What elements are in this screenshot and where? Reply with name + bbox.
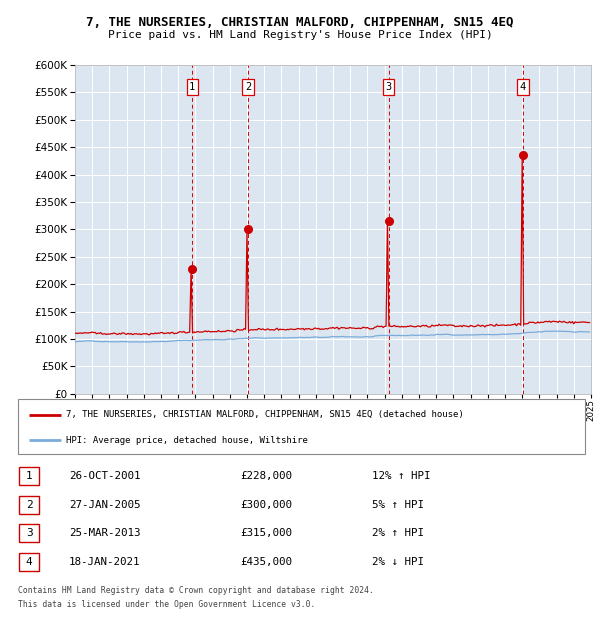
Text: Contains HM Land Registry data © Crown copyright and database right 2024.: Contains HM Land Registry data © Crown c… (18, 586, 374, 595)
FancyBboxPatch shape (19, 525, 39, 542)
Text: 1: 1 (26, 471, 32, 481)
Text: 1: 1 (189, 82, 196, 92)
Text: 4: 4 (26, 557, 32, 567)
Text: 12% ↑ HPI: 12% ↑ HPI (372, 471, 431, 481)
Text: 2% ↓ HPI: 2% ↓ HPI (372, 557, 424, 567)
Text: 5% ↑ HPI: 5% ↑ HPI (372, 500, 424, 510)
Text: 3: 3 (385, 82, 392, 92)
FancyBboxPatch shape (19, 496, 39, 513)
Text: £315,000: £315,000 (240, 528, 292, 538)
FancyBboxPatch shape (19, 467, 39, 485)
FancyBboxPatch shape (18, 399, 585, 454)
Text: Price paid vs. HM Land Registry's House Price Index (HPI): Price paid vs. HM Land Registry's House … (107, 30, 493, 40)
Text: 3: 3 (26, 528, 32, 538)
Text: This data is licensed under the Open Government Licence v3.0.: This data is licensed under the Open Gov… (18, 600, 316, 609)
Text: 25-MAR-2013: 25-MAR-2013 (69, 528, 140, 538)
Text: 18-JAN-2021: 18-JAN-2021 (69, 557, 140, 567)
Text: £435,000: £435,000 (240, 557, 292, 567)
Text: £300,000: £300,000 (240, 500, 292, 510)
Text: 7, THE NURSERIES, CHRISTIAN MALFORD, CHIPPENHAM, SN15 4EQ (detached house): 7, THE NURSERIES, CHRISTIAN MALFORD, CHI… (66, 410, 464, 419)
Text: 4: 4 (520, 82, 526, 92)
FancyBboxPatch shape (19, 553, 39, 570)
Text: 2: 2 (26, 500, 32, 510)
Text: HPI: Average price, detached house, Wiltshire: HPI: Average price, detached house, Wilt… (66, 436, 308, 445)
Text: 26-OCT-2001: 26-OCT-2001 (69, 471, 140, 481)
Text: £228,000: £228,000 (240, 471, 292, 481)
Text: 2% ↑ HPI: 2% ↑ HPI (372, 528, 424, 538)
Text: 2: 2 (245, 82, 251, 92)
Text: 7, THE NURSERIES, CHRISTIAN MALFORD, CHIPPENHAM, SN15 4EQ: 7, THE NURSERIES, CHRISTIAN MALFORD, CHI… (86, 16, 514, 29)
Text: 27-JAN-2005: 27-JAN-2005 (69, 500, 140, 510)
